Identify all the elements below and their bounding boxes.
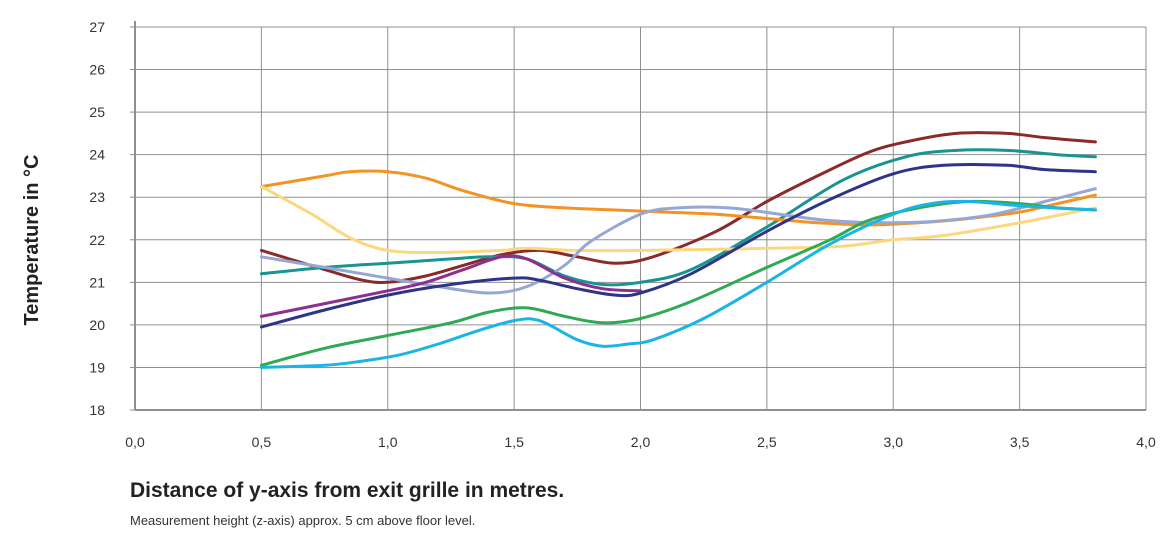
y-axis-label: Temperature in °C xyxy=(21,155,43,326)
x-tick-label: 2,0 xyxy=(631,434,651,450)
x-tick-label: 3,0 xyxy=(884,434,904,450)
series-line-5 xyxy=(259,187,1097,295)
series-line-6 xyxy=(259,254,642,318)
series-line-4 xyxy=(259,185,1097,255)
x-tick-label: 0,5 xyxy=(252,434,272,450)
y-tick-label: 21 xyxy=(89,274,105,290)
y-tick-label: 24 xyxy=(89,147,105,163)
axes xyxy=(130,21,1146,411)
y-tick-label: 23 xyxy=(89,189,105,205)
x-tick-label: 1,0 xyxy=(378,434,398,450)
grid xyxy=(135,26,1147,410)
y-tick-label: 18 xyxy=(89,402,105,418)
x-tick-label: 2,5 xyxy=(757,434,777,450)
y-tick-label: 27 xyxy=(89,19,105,35)
y-tick-label: 25 xyxy=(89,104,105,120)
x-tick-label: 4,0 xyxy=(1136,434,1156,450)
y-tick-label: 26 xyxy=(89,62,105,78)
series-line-1 xyxy=(259,131,1097,285)
y-tick-label: 20 xyxy=(89,317,105,333)
x-tick-label: 3,5 xyxy=(1010,434,1030,450)
y-tick-label: 22 xyxy=(89,232,105,248)
x-axis-label: Distance of y-axis from exit grille in m… xyxy=(130,479,565,502)
series-line-7 xyxy=(259,163,1097,329)
y-tick-label: 19 xyxy=(89,359,105,375)
measurement-note: Measurement height (z-axis) approx. 5 cm… xyxy=(130,513,476,528)
line-chart: 18 19 20 21 22 23 24 25 26 27 0,0 0,5 1,0 1,5 2,0 2,5 3,… xyxy=(21,19,1156,450)
series-line-9 xyxy=(259,199,1097,369)
x-tick-label: 0,0 xyxy=(125,434,145,450)
tick-labels: 18 19 20 21 22 23 24 25 26 27 0,0 0,5 1,0 1,5 2,0 2,5 3,… xyxy=(89,19,1156,450)
series-group xyxy=(259,131,1097,369)
x-tick-label: 1,5 xyxy=(504,434,524,450)
series-line-2 xyxy=(259,148,1097,287)
